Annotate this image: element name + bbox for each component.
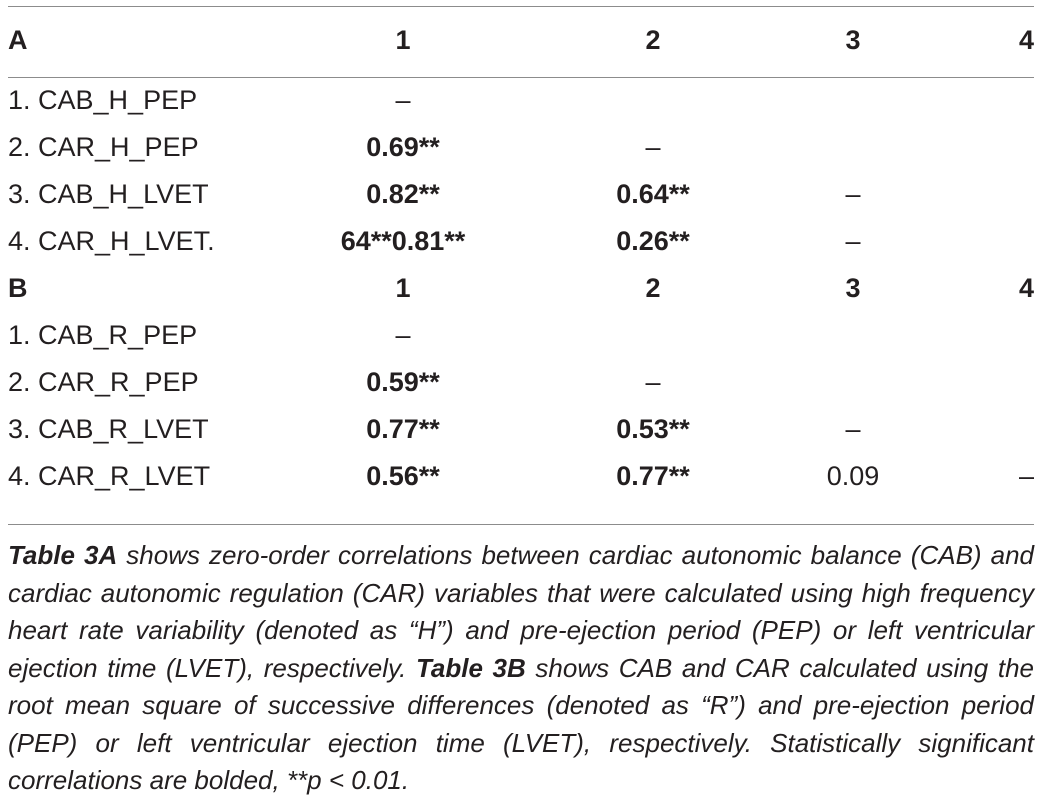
table-row: 3. CAB_H_LVET 0.82** 0.64** – (8, 171, 1034, 218)
table-bottom-rule (8, 524, 1034, 525)
table-top-rule (8, 6, 1034, 7)
caption-table-ref: Table 3A (8, 540, 118, 570)
cell-value: – (645, 367, 661, 397)
table-row: 1. CAB_R_PEP – (8, 312, 1034, 359)
cell-value: 0.77** (366, 414, 440, 444)
cell-value: – (395, 320, 411, 350)
table-row: 3. CAB_R_LVET 0.77** 0.53** – (8, 406, 1034, 453)
table-row: 4. CAR_H_LVET. 64**0.81** 0.26** – (8, 218, 1034, 265)
table-header-rule (8, 77, 1034, 78)
row-label: 3. CAB_H_LVET (8, 179, 209, 209)
column-header: 1 (395, 25, 411, 55)
cell-value: 0.53** (616, 414, 690, 444)
table-row: 1. CAB_H_PEP – (8, 77, 1034, 124)
column-header: 4 (1018, 273, 1034, 303)
section-b-header: B 1 2 3 4 (8, 265, 1034, 312)
row-label: 2. CAR_H_PEP (8, 132, 199, 162)
row-label: 4. CAR_H_LVET. (8, 226, 215, 256)
cell-value: 0.69** (366, 132, 440, 162)
correlation-table: A 1 2 3 4 1. CAB_H_PEP – 2. CAR_H_PEP 0.… (8, 17, 1034, 500)
table-row: 2. CAR_H_PEP 0.69** – (8, 124, 1034, 171)
table-row: 4. CAR_R_LVET 0.56** 0.77** 0.09 – (8, 453, 1034, 500)
section-a-header: A 1 2 3 4 (8, 17, 1034, 65)
row-label: 4. CAR_R_LVET (8, 461, 211, 491)
section-label: A (8, 25, 28, 55)
section-label: B (8, 273, 28, 303)
row-label: 3. CAB_R_LVET (8, 414, 209, 444)
table-caption: Table 3A shows zero-order correlations b… (8, 537, 1034, 800)
column-header: 2 (645, 25, 661, 55)
cell-value: 0.26** (616, 226, 690, 256)
cell-value: – (1018, 461, 1034, 491)
cell-value: 64**0.81** (340, 226, 466, 256)
cell-value: – (845, 414, 861, 444)
cell-value: 0.82** (366, 179, 440, 209)
caption-text: shows CAB and CAR calculated using the r… (8, 652, 1035, 796)
column-header: 3 (845, 25, 861, 55)
table-row: 2. CAR_R_PEP 0.59** – (8, 359, 1034, 406)
cell-value: 0.09 (826, 461, 880, 491)
cell-value: 0.77** (616, 461, 690, 491)
cell-value: – (645, 132, 661, 162)
caption-table-ref: Table 3B (415, 652, 526, 683)
column-header: 4 (1018, 25, 1034, 55)
cell-value: 0.64** (616, 179, 690, 209)
column-header: 2 (645, 273, 661, 303)
caption-text: shows zero-order correlations between ca… (8, 540, 1034, 683)
row-label: 2. CAR_R_PEP (8, 367, 199, 397)
cell-value: – (395, 85, 411, 115)
cell-value: 0.56** (366, 461, 440, 491)
column-header: 3 (845, 273, 861, 303)
row-label: 1. CAB_H_PEP (8, 85, 198, 115)
cell-value: – (845, 226, 861, 256)
cell-value: – (845, 179, 861, 209)
column-header: 1 (395, 273, 411, 303)
cell-value: 0.59** (366, 367, 440, 397)
row-label: 1. CAB_R_PEP (8, 320, 198, 350)
